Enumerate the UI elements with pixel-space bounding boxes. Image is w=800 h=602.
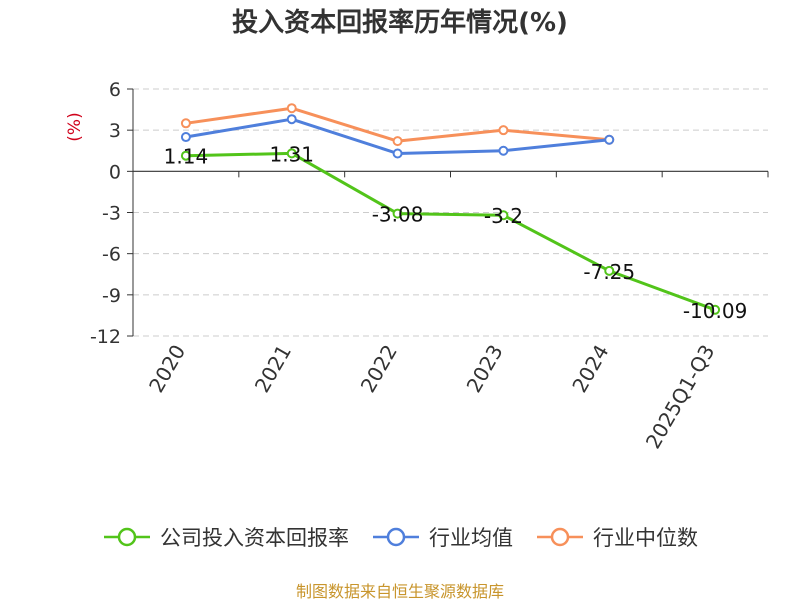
y-tick-label: -12 (90, 326, 121, 348)
data-label: 1.14 (164, 145, 209, 169)
chart-title: 投入资本回报率历年情况(%) (232, 8, 568, 38)
y-tick-label: 0 (109, 161, 121, 183)
data-label: 1.31 (269, 142, 314, 166)
y-axis-label: (%) (65, 112, 85, 141)
grid-lines (133, 88, 768, 337)
y-tick-label: 3 (109, 120, 121, 142)
x-tick-label: 2024 (567, 341, 613, 397)
legend-line-icon (104, 527, 150, 547)
data-labels: 1.14 1.31 -3.08 -3.2 -7.25 -10.09 (164, 142, 748, 322)
data-label: -3.2 (484, 204, 523, 228)
axes: 6 3 0 -3 -6 -9 -12 (%) 2020 2021 2022 2023 2024 2025Q… (65, 79, 769, 453)
legend-line-icon (537, 527, 583, 547)
legend-line-icon (373, 527, 419, 547)
legend: 公司投入资本回报率 行业均值 行业中位数 (0, 520, 800, 554)
data-point (180, 132, 191, 143)
data-point (710, 304, 721, 315)
y-tick-label: 6 (109, 79, 121, 101)
data-point (498, 210, 509, 221)
x-tick-label: 2021 (250, 341, 296, 397)
data-point (392, 148, 403, 159)
x-tick-label: 2022 (356, 341, 402, 397)
data-label: -7.25 (583, 260, 635, 284)
data-point (392, 136, 403, 147)
legend-item[interactable]: 公司投入资本回报率 (102, 522, 349, 552)
data-point (286, 114, 297, 125)
data-point (392, 208, 403, 219)
data-point (604, 265, 615, 276)
legend-label: 行业中位数 (593, 526, 698, 550)
legend-item[interactable]: 行业中位数 (535, 522, 698, 552)
x-tick-label: 2020 (144, 341, 190, 397)
legend-label: 行业均值 (429, 526, 513, 550)
data-point (498, 125, 509, 136)
data-point (498, 145, 509, 156)
x-tick-label: 2025Q1-Q3 (641, 341, 720, 453)
y-tick-label: -6 (102, 244, 121, 266)
data-label: -3.08 (372, 203, 424, 227)
legend-label: 公司投入资本回报率 (160, 526, 349, 550)
data-label: -10.09 (683, 299, 747, 323)
series-line (185, 151, 716, 312)
series-lines (180, 103, 721, 315)
y-tick-label: -3 (102, 203, 121, 225)
data-point (180, 150, 191, 161)
y-tick-label: -9 (102, 285, 121, 307)
data-point (286, 103, 297, 114)
data-point (286, 148, 297, 159)
x-tick-label: 2023 (462, 340, 508, 396)
data-point (180, 118, 191, 129)
source-footer: 制图数据来自恒生聚源数据库 (295, 582, 504, 601)
data-point (604, 134, 615, 145)
legend-item[interactable]: 行业均值 (371, 522, 513, 552)
